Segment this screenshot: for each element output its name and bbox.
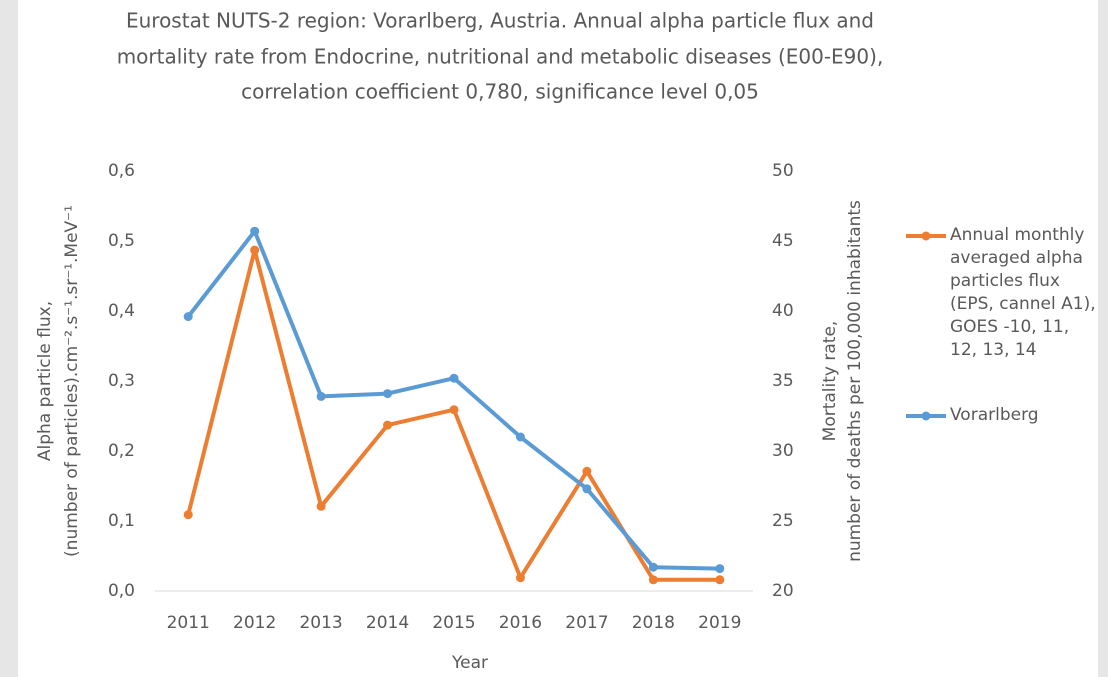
- data-point: [449, 373, 459, 383]
- y2-tick-label: 45: [772, 231, 794, 251]
- x-tick-label: 2016: [499, 613, 542, 633]
- data-point: [648, 562, 658, 572]
- y2-tick-label: 50: [772, 161, 794, 181]
- y-tick-label: 0,3: [108, 371, 135, 391]
- legend-label: Vorarlberg: [950, 405, 1039, 425]
- x-tick-label: 2014: [366, 613, 409, 633]
- y2-tick-label: 35: [772, 371, 794, 391]
- y2-axis-label: Mortality rate,: [820, 321, 840, 442]
- y-tick-label: 0,0: [108, 581, 135, 601]
- data-point: [383, 389, 393, 399]
- y2-tick-label: 40: [772, 301, 794, 321]
- data-point: [250, 245, 260, 255]
- chart-title: correlation coefficient 0,780, significa…: [241, 80, 759, 104]
- y2-tick-label: 30: [772, 441, 794, 461]
- data-point: [715, 575, 725, 585]
- chart-title: mortality rate from Endocrine, nutrition…: [117, 45, 884, 69]
- x-tick-label: 2017: [565, 613, 608, 633]
- x-tick-label: 2018: [632, 613, 675, 633]
- chart-area: [18, 0, 1098, 677]
- data-point: [515, 573, 525, 583]
- y-tick-label: 0,1: [108, 511, 135, 531]
- x-tick-label: 2015: [432, 613, 475, 633]
- y-tick-label: 0,5: [108, 231, 135, 251]
- legend-entry: Vorarlberg: [950, 405, 1039, 425]
- data-point: [582, 484, 592, 494]
- data-point: [582, 466, 592, 476]
- y2-tick-label: 20: [772, 581, 794, 601]
- legend-entry: Annual monthly averaged alpha particles …: [950, 225, 1096, 360]
- data-point: [316, 391, 326, 401]
- y2-tick-label: 25: [772, 511, 794, 531]
- data-point: [183, 510, 193, 520]
- x-tick-label: 2019: [698, 613, 741, 633]
- y2-axis-label: number of deaths per 100,000 inhabitants: [845, 200, 865, 562]
- x-tick-label: 2013: [299, 613, 342, 633]
- data-point: [449, 405, 459, 415]
- y-axis-label: Alpha particle flux,: [35, 301, 55, 461]
- x-tick-label: 2012: [233, 613, 276, 633]
- data-point: [250, 226, 260, 236]
- legend-marker: [921, 411, 931, 421]
- data-point: [183, 312, 193, 322]
- y-tick-label: 0,6: [108, 161, 135, 181]
- y-tick-label: 0,4: [108, 301, 135, 321]
- data-point: [715, 564, 725, 574]
- legend-marker: [921, 231, 931, 241]
- y-tick-label: 0,2: [108, 441, 135, 461]
- legend-label: Annual monthly averaged alpha particles …: [950, 225, 1096, 360]
- x-axis-label: Year: [451, 653, 488, 673]
- x-tick-label: 2011: [167, 613, 210, 633]
- data-point: [316, 501, 326, 511]
- data-point: [515, 432, 525, 442]
- y-axis-label: (number of particles).cm⁻².s⁻¹.sr⁻¹.MeV⁻…: [62, 205, 82, 557]
- data-point: [383, 420, 393, 430]
- data-point: [648, 575, 658, 585]
- chart-title: Eurostat NUTS-2 region: Vorarlberg, Aust…: [126, 9, 874, 33]
